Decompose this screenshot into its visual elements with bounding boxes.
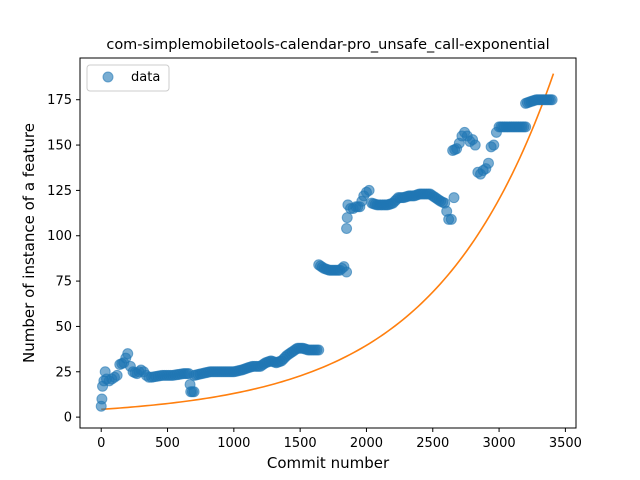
y-tick-label: 25 bbox=[55, 365, 72, 380]
data-point bbox=[313, 344, 325, 356]
data-point bbox=[363, 184, 375, 196]
x-tick-label: 500 bbox=[155, 436, 180, 451]
data-point bbox=[445, 213, 457, 225]
legend-marker bbox=[102, 71, 114, 83]
y-tick-label: 100 bbox=[47, 229, 72, 244]
plot-frame bbox=[79, 57, 577, 429]
data-point bbox=[341, 222, 353, 234]
legend-box bbox=[86, 64, 170, 92]
y-axis: 0 25 50 75 100 125 150 175 bbox=[47, 93, 80, 426]
x-tick-label: 3000 bbox=[483, 436, 516, 451]
y-tick-label: 75 bbox=[55, 275, 72, 290]
x-tick-label: 2500 bbox=[416, 436, 449, 451]
x-tick-label: 0 bbox=[97, 436, 105, 451]
y-axis-label: Number of instance of a feature bbox=[20, 123, 38, 363]
points-layer bbox=[95, 94, 558, 412]
y-tick-label: 0 bbox=[64, 411, 72, 426]
fit-layer bbox=[101, 73, 555, 411]
data-point bbox=[520, 121, 532, 133]
y-tick-label: 175 bbox=[47, 93, 72, 108]
data-point bbox=[188, 386, 200, 398]
data-point bbox=[122, 348, 134, 360]
y-tick-label: 150 bbox=[47, 139, 72, 154]
fit-line bbox=[101, 73, 555, 411]
y-tick-label: 125 bbox=[47, 184, 72, 199]
legend-label: data bbox=[131, 70, 160, 85]
data-point bbox=[448, 192, 460, 204]
data-point bbox=[341, 212, 353, 224]
chart-title: com-simplemobiletools-calendar-pro_unsaf… bbox=[106, 37, 549, 53]
x-tick-label: 3500 bbox=[549, 436, 582, 451]
x-tick-label: 1000 bbox=[217, 436, 250, 451]
x-axis-label: Commit number bbox=[267, 454, 390, 472]
data-point bbox=[546, 94, 558, 106]
legend: data bbox=[86, 64, 170, 92]
x-tick-label: 2000 bbox=[350, 436, 383, 451]
data-point bbox=[482, 157, 494, 169]
data-point bbox=[111, 369, 123, 381]
data-point bbox=[488, 139, 500, 151]
plot-area bbox=[80, 58, 576, 428]
x-axis: 0 500 1000 1500 2000 2500 3000 3500 bbox=[97, 428, 582, 451]
x-tick-label: 1500 bbox=[284, 436, 317, 451]
data-point bbox=[96, 393, 108, 405]
data-point bbox=[341, 266, 353, 278]
data-point bbox=[469, 139, 481, 151]
y-tick-label: 50 bbox=[55, 320, 72, 335]
